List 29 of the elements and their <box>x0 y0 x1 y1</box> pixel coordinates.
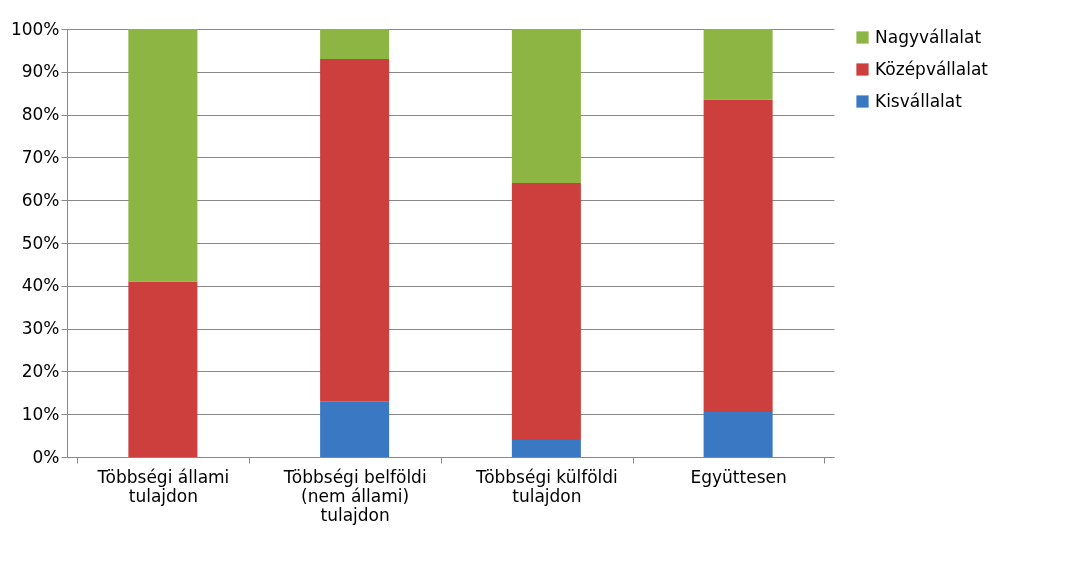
x-tick-label: Többségi külföldi tulajdon <box>474 466 618 506</box>
bar <box>128 281 198 457</box>
bar <box>511 183 581 440</box>
y-tick-label: 100% <box>10 18 60 39</box>
x-tick-label: Együttesen <box>690 466 787 487</box>
bar <box>511 29 581 184</box>
y-tick-label: 70% <box>21 146 60 167</box>
y-tick-label: 80% <box>21 104 60 125</box>
legend-label: Középvállalat <box>875 58 989 79</box>
bar <box>128 29 198 282</box>
y-tick-label: 50% <box>21 232 60 253</box>
x-tick-label: Többségi belföldi (nem állami) tulajdon <box>282 466 427 525</box>
bar <box>511 439 581 457</box>
y-tick-label: 20% <box>21 360 60 381</box>
legend-label: Nagyvállalat <box>875 26 982 47</box>
x-tick-label: Többségi állami tulajdon <box>96 466 230 506</box>
y-tick-label: 30% <box>21 318 60 339</box>
y-tick-label: 90% <box>21 61 60 82</box>
y-tick-label: 10% <box>21 403 60 424</box>
y-tick-label: 60% <box>21 189 60 210</box>
legend-label: Kisvállalat <box>875 90 963 111</box>
bar <box>320 29 390 59</box>
bar <box>703 29 773 100</box>
bar <box>703 99 773 413</box>
bar <box>320 401 390 457</box>
bar <box>703 412 773 457</box>
y-tick-label: 40% <box>21 275 60 296</box>
bar <box>320 58 390 402</box>
y-tick-label: 0% <box>32 446 60 467</box>
